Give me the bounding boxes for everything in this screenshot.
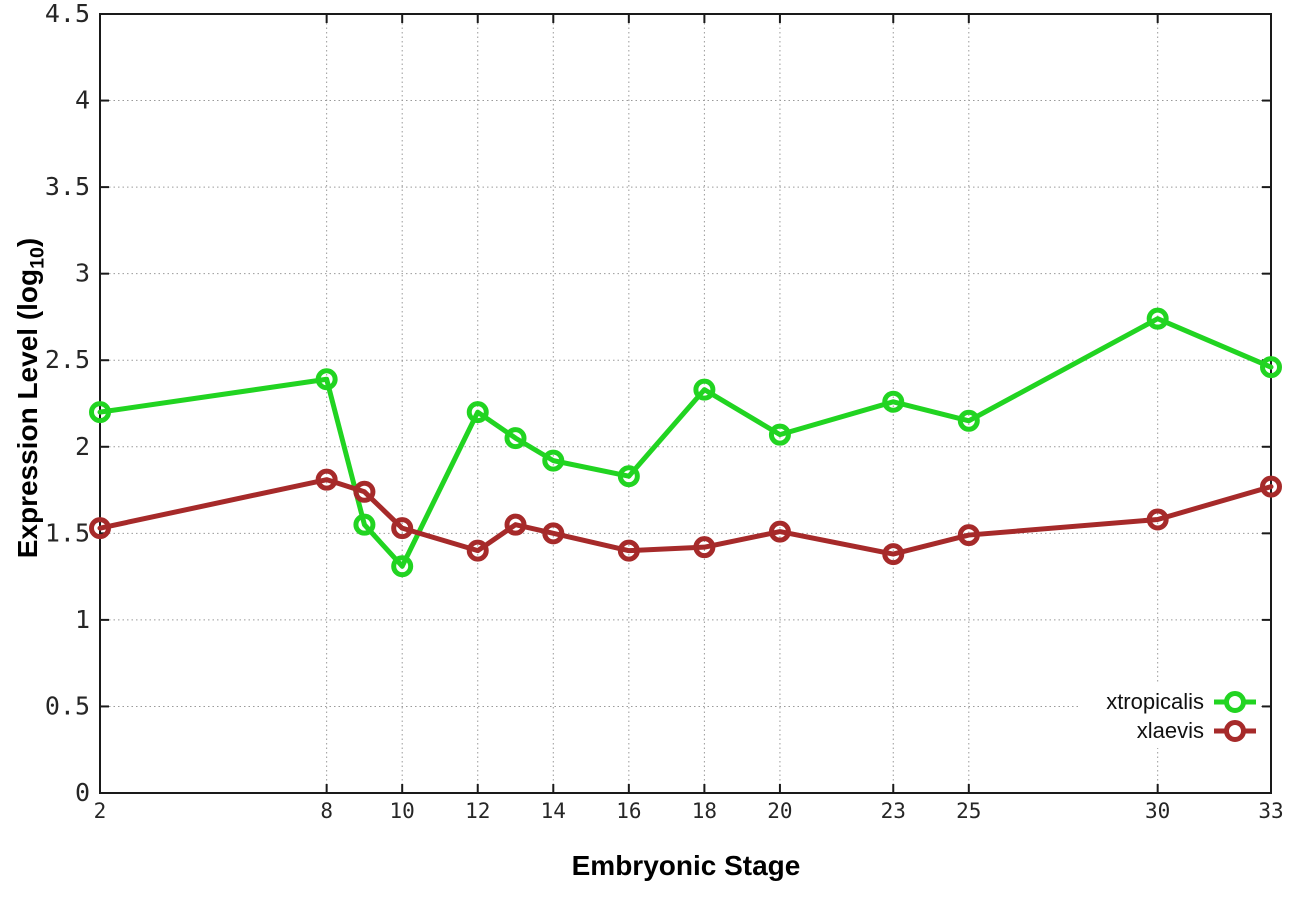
x-axis-title: Embryonic Stage: [571, 850, 801, 881]
point-xtropicalis-10: [391, 555, 414, 578]
point-xlaevis-14: [542, 522, 565, 545]
point-xlaevis-9: [353, 480, 376, 503]
x-tick-label-12: 12: [465, 799, 490, 823]
y-tick-label-0.5: 0.5: [45, 691, 90, 720]
point-xlaevis-18: [693, 536, 716, 559]
plot-border: [99, 13, 1272, 794]
y-tick-label-3.5: 3.5: [45, 172, 90, 201]
point-xlaevis-16: [617, 539, 640, 562]
x-tick-label-33: 33: [1258, 799, 1283, 823]
x-tick-label-14: 14: [541, 799, 566, 823]
series-xlaevis-line: [97, 477, 1274, 557]
x-tick-label-18: 18: [692, 799, 717, 823]
y-tick-label-3: 3: [75, 259, 90, 288]
point-xtropicalis-9: [353, 513, 376, 536]
y-tick-label-2: 2: [75, 432, 90, 461]
y-axis-title-end: ): [12, 237, 43, 248]
x-tick-label-10: 10: [390, 799, 415, 823]
y-tick-label-1.5: 1.5: [45, 518, 90, 547]
x-tick-label-16: 16: [616, 799, 641, 823]
legend-row-xtropicalis: xtropicalis: [1106, 687, 1256, 716]
x-tick-label-25: 25: [956, 799, 981, 823]
y-tick-label-0: 0: [75, 778, 90, 807]
legend-sample-xtropicalis-icon: [1214, 690, 1256, 713]
point-xlaevis-33: [1260, 475, 1282, 498]
point-xtropicalis-13: [504, 427, 527, 450]
point-xlaevis-8: [315, 468, 338, 491]
x-tick-label-23: 23: [881, 799, 906, 823]
point-xtropicalis-25: [957, 409, 980, 432]
legend-sample-xlaevis-icon: [1214, 719, 1256, 742]
y-tick-label-4: 4: [75, 86, 90, 115]
point-xtropicalis-33: [1260, 356, 1282, 379]
point-xlaevis-2: [89, 517, 111, 540]
point-xtropicalis-16: [617, 465, 640, 488]
legend: xtropicalis xlaevis: [1078, 684, 1258, 748]
y-tick-label-2.5: 2.5: [45, 345, 90, 374]
point-xtropicalis-8: [315, 368, 338, 391]
legend-label-xtropicalis: xtropicalis: [1106, 689, 1204, 714]
point-xlaevis-10: [391, 517, 414, 540]
point-xtropicalis-14: [542, 449, 565, 472]
y-axis-title-main: Expression Level (log: [12, 268, 43, 559]
point-xtropicalis-18: [693, 378, 716, 401]
point-xtropicalis-2: [89, 401, 111, 424]
legend-label-xlaevis: xlaevis: [1136, 718, 1204, 743]
x-tick-label-30: 30: [1145, 799, 1170, 823]
series-xtropicalis-line: [97, 316, 1274, 569]
point-xtropicalis-23: [882, 390, 905, 413]
point-xlaevis-13: [504, 513, 527, 536]
point-xtropicalis-30: [1146, 307, 1169, 330]
x-tick-label-20: 20: [767, 799, 792, 823]
point-xlaevis-30: [1146, 508, 1169, 531]
x-tick-label-8: 8: [320, 799, 333, 823]
point-xlaevis-20: [768, 520, 791, 543]
y-tick-label-1: 1: [75, 605, 90, 634]
point-xlaevis-12: [466, 539, 489, 562]
y-tick-label-4.5: 4.5: [45, 0, 90, 28]
y-axis-title: Expression Level (log10): [12, 218, 49, 578]
point-xtropicalis-20: [768, 423, 791, 446]
y-axis-title-subscript: 10: [26, 247, 49, 269]
point-xlaevis-25: [957, 524, 980, 547]
x-tick-label-2: 2: [94, 799, 107, 823]
legend-row-xlaevis: xlaevis: [1106, 716, 1256, 745]
point-xtropicalis-12: [466, 401, 489, 424]
point-xlaevis-23: [882, 543, 905, 566]
